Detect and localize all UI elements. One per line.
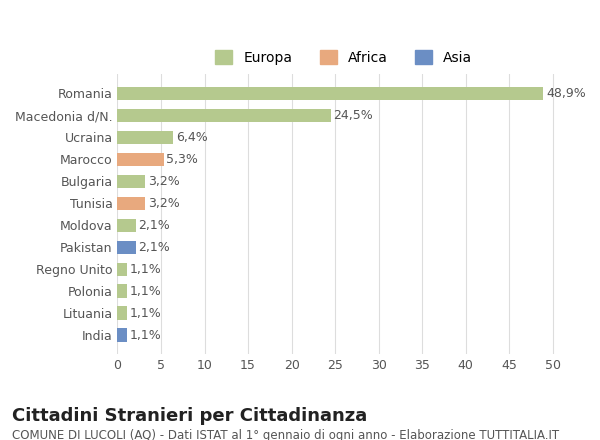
Text: 2,1%: 2,1% <box>139 241 170 254</box>
Text: COMUNE DI LUCOLI (AQ) - Dati ISTAT al 1° gennaio di ogni anno - Elaborazione TUT: COMUNE DI LUCOLI (AQ) - Dati ISTAT al 1°… <box>12 429 559 440</box>
Text: 24,5%: 24,5% <box>334 109 373 122</box>
Text: Cittadini Stranieri per Cittadinanza: Cittadini Stranieri per Cittadinanza <box>12 407 367 425</box>
Bar <box>118 87 543 100</box>
Text: 1,1%: 1,1% <box>130 285 161 297</box>
Bar <box>118 109 331 122</box>
Text: 2,1%: 2,1% <box>139 219 170 232</box>
Legend: Europa, Africa, Asia: Europa, Africa, Asia <box>210 44 478 70</box>
Text: 5,3%: 5,3% <box>166 153 198 166</box>
Bar <box>118 263 127 276</box>
Text: 6,4%: 6,4% <box>176 131 208 144</box>
Bar <box>118 285 127 298</box>
Bar <box>118 131 173 144</box>
Bar <box>118 153 164 166</box>
Text: 1,1%: 1,1% <box>130 329 161 341</box>
Bar <box>118 241 136 254</box>
Bar <box>118 197 145 210</box>
Text: 3,2%: 3,2% <box>148 197 180 210</box>
Text: 1,1%: 1,1% <box>130 263 161 275</box>
Bar <box>118 328 127 341</box>
Text: 48,9%: 48,9% <box>546 87 586 100</box>
Bar <box>118 175 145 188</box>
Text: 3,2%: 3,2% <box>148 175 180 188</box>
Bar <box>118 219 136 232</box>
Text: 1,1%: 1,1% <box>130 307 161 319</box>
Bar <box>118 307 127 319</box>
